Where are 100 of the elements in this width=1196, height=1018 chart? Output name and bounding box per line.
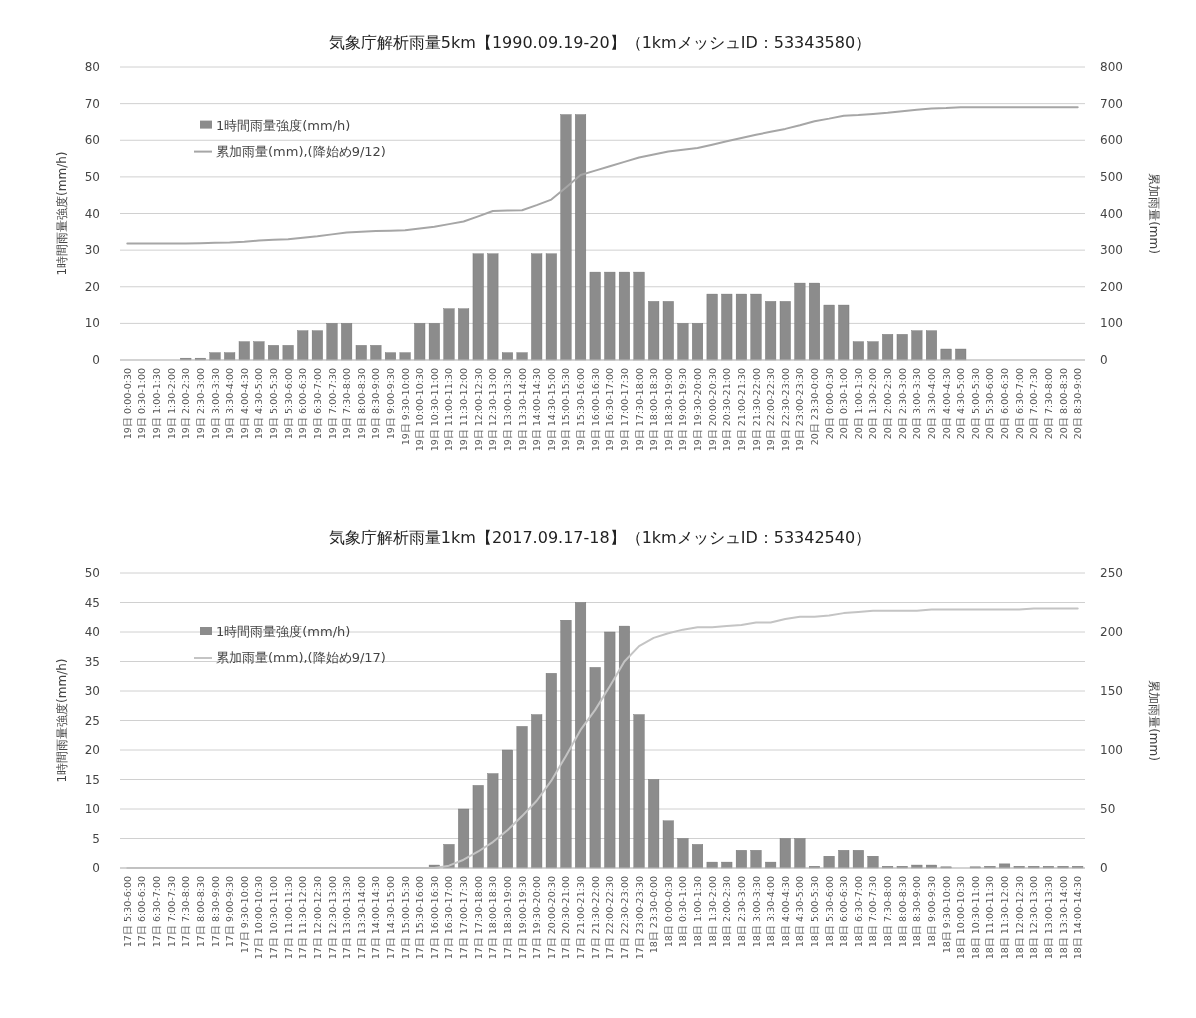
y-axis-title: 1時間雨量強度(mm/h) <box>55 151 69 276</box>
x-tick-label: 19日 7:00-7:30 <box>326 368 338 440</box>
x-tick-label: 19日 11:00-11:30 <box>443 368 455 452</box>
x-tick-label: 19日 16:00-16:30 <box>589 368 601 452</box>
x-tick-label: 19日 16:30-17:00 <box>604 368 616 452</box>
x-tick-label: 18日 12:30-13:00 <box>1028 876 1040 960</box>
x-tick-label: 20日 1:30-2:00 <box>867 368 879 440</box>
x-tick-label: 18日 23:30-0:00 <box>648 876 660 954</box>
x-tick-label: 17日 8:30-9:00 <box>209 876 221 948</box>
y2-tick-label: 0 <box>1100 353 1108 367</box>
y-tick-label: 20 <box>84 279 100 294</box>
x-tick-label: 20日 1:00-1:30 <box>852 368 864 440</box>
x-tick-label: 19日 15:30-16:00 <box>575 368 587 452</box>
x-tick-label: 19日 13:30-14:00 <box>516 368 528 452</box>
x-tick-label: 17日 12:00-12:30 <box>311 876 323 960</box>
x-tick-label: 17日 7:30-8:00 <box>180 876 192 948</box>
y2-tick-label: 600 <box>1100 133 1123 148</box>
x-tick-label: 19日 18:30-19:00 <box>662 368 674 452</box>
x-tick-label: 18日 6:00-6:30 <box>838 876 850 948</box>
x-tick-label: 17日 21:30-22:00 <box>589 876 601 960</box>
x-tick-label: 17日 7:00-7:30 <box>165 876 177 948</box>
x-tick-label: 19日 3:00-3:30 <box>209 368 221 440</box>
y-tick-label: 40 <box>84 625 100 639</box>
x-tick-label: 18日 9:30-10:00 <box>940 876 952 954</box>
x-tick-label: 19日 21:30-22:00 <box>750 368 762 452</box>
x-tick-label: 19日 12:30-13:00 <box>487 368 499 452</box>
x-tick-label: 17日 22:00-22:30 <box>604 876 616 960</box>
x-tick-label: 18日 1:30-2:00 <box>706 876 718 948</box>
x-tick-label: 17日 13:00-13:30 <box>341 876 353 960</box>
x-tick-label: 19日 0:00-0:30 <box>121 368 133 440</box>
x-tick-label: 19日 18:00-18:30 <box>648 368 660 452</box>
x-tick-label: 17日 21:00-21:30 <box>575 876 587 960</box>
x-tick-label: 18日 7:00-7:30 <box>867 876 879 948</box>
x-tick-label: 19日 6:00-6:30 <box>297 368 309 440</box>
x-tick-label: 20日 0:30-1:00 <box>838 368 850 440</box>
y-tick-label: 60 <box>84 133 100 148</box>
y-tick-label: 50 <box>84 169 100 184</box>
x-tick-label: 18日 8:00-8:30 <box>896 876 908 948</box>
x-tick-label: 17日 20:30-21:00 <box>560 876 572 960</box>
legend-label: 1時間雨量強度(mm/h) <box>216 624 351 639</box>
y-tick-label: 45 <box>84 595 100 610</box>
x-tick-label: 19日 2:00-2:30 <box>180 368 192 440</box>
x-tick-label: 18日 5:00-5:30 <box>809 876 821 948</box>
y-tick-label: 70 <box>84 96 100 111</box>
y-tick-label: 10 <box>84 802 100 816</box>
y-tick-label: 25 <box>84 713 100 728</box>
x-tick-label: 17日 17:00-17:30 <box>458 876 470 960</box>
x-tick-label: 18日 11:00-11:30 <box>984 876 996 960</box>
x-tick-label: 17日 6:30-7:00 <box>151 876 163 948</box>
x-tick-label: 20日 6:00-6:30 <box>999 368 1011 440</box>
y2-tick-label: 100 <box>1100 743 1123 757</box>
y-tick-label: 10 <box>84 316 100 331</box>
x-tick-label: 19日 6:30-7:00 <box>311 368 323 440</box>
y2-axis-title: 累加雨量(mm) <box>1147 173 1161 254</box>
y2-tick-label: 200 <box>1100 625 1123 639</box>
x-tick-label: 19日 1:00-1:30 <box>151 368 163 440</box>
y-tick-label: 5 <box>92 831 100 846</box>
y2-axis-title: 累加雨量(mm) <box>1147 680 1161 761</box>
x-tick-label: 17日 10:30-11:00 <box>268 876 280 960</box>
x-tick-label: 20日 8:00-8:30 <box>1057 368 1069 440</box>
x-tick-label: 17日 20:00-20:30 <box>545 876 557 960</box>
x-tick-label: 17日 23:00-23:30 <box>633 876 645 960</box>
x-tick-label: 19日 3:30-4:00 <box>224 368 236 440</box>
x-tick-label: 17日 11:00-11:30 <box>282 876 294 960</box>
x-tick-label: 17日 13:30-14:00 <box>355 876 367 960</box>
x-tick-label: 20日 8:30-9:00 <box>1072 368 1084 440</box>
x-tick-label: 19日 15:00-15:30 <box>560 368 572 452</box>
x-tick-label: 18日 13:30-14:00 <box>1057 876 1069 960</box>
y-tick-label: 35 <box>84 654 100 669</box>
x-tick-label: 17日 18:00-18:30 <box>487 876 499 960</box>
chart-title: 気象庁解析雨量1km【2017.09.17-18】（1kmメッシュID：53342540） <box>328 528 872 547</box>
x-tick-label: 17日 12:30-13:00 <box>326 876 338 960</box>
x-tick-label: 20日 3:30-4:00 <box>925 368 937 440</box>
x-tick-label: 18日 14:00-14:30 <box>1072 876 1084 960</box>
x-tick-label: 18日 6:30-7:00 <box>852 876 864 948</box>
y2-tick-label: 800 <box>1100 60 1123 74</box>
x-tick-label: 19日 5:00-5:30 <box>268 368 280 440</box>
legend-label: 累加雨量(mm),(降始め9/17) <box>216 650 386 665</box>
x-tick-label: 17日 17:30-18:00 <box>472 876 484 960</box>
y-tick-label: 15 <box>84 772 100 787</box>
x-tick-label: 18日 5:30-6:00 <box>823 876 835 948</box>
x-tick-label: 19日 17:00-17:30 <box>618 368 630 452</box>
x-tick-label: 19日 2:30-3:00 <box>194 368 206 440</box>
x-tick-label: 20日 23:30-0:00 <box>809 368 821 446</box>
x-tick-label: 18日 7:30-8:00 <box>882 876 894 948</box>
x-tick-label: 20日 3:00-3:30 <box>911 368 923 440</box>
x-tick-label: 20日 2:30-3:00 <box>896 368 908 440</box>
x-tick-label: 19日 4:00-4:30 <box>238 368 250 440</box>
x-tick-label: 18日 2:30-3:00 <box>735 876 747 948</box>
x-tick-label: 20日 7:00-7:30 <box>1028 368 1040 440</box>
x-tick-label: 18日 9:00-9:30 <box>925 876 937 948</box>
y2-tick-label: 100 <box>1100 316 1123 331</box>
x-tick-label: 19日 19:30-20:00 <box>692 368 704 452</box>
x-tick-label: 19日 0:30-1:00 <box>136 368 148 440</box>
y-tick-label: 30 <box>84 684 100 698</box>
x-tick-label: 18日 2:00-2:30 <box>721 876 733 948</box>
x-tick-label: 18日 4:00-4:30 <box>779 876 791 948</box>
x-tick-label: 20日 2:00-2:30 <box>882 368 894 440</box>
x-tick-label: 17日 16:30-17:00 <box>443 876 455 960</box>
x-tick-label: 19日 1:30-2:00 <box>165 368 177 440</box>
